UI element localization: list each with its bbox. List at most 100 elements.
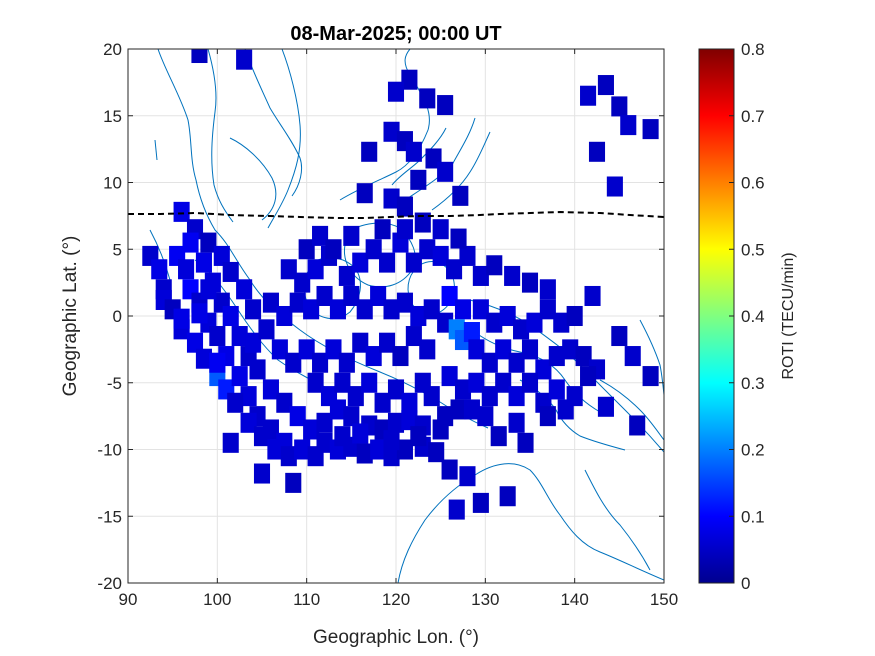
x-axis-ticks: 90 100 110 120 130 140 150 — [119, 49, 678, 609]
roti-cell — [334, 426, 351, 447]
roti-cell — [370, 285, 387, 306]
roti-cell — [419, 88, 436, 109]
roti-cell — [374, 392, 391, 413]
roti-cell — [213, 245, 230, 266]
y-tick-label: 0 — [113, 307, 122, 326]
roti-cell — [383, 188, 400, 209]
roti-cell — [307, 446, 324, 467]
roti-cell — [383, 121, 400, 142]
roti-cell — [361, 372, 378, 393]
roti-cell — [303, 419, 320, 440]
roti-cell — [262, 292, 279, 313]
roti-cell — [441, 285, 458, 306]
y-tick-label: -15 — [97, 507, 122, 526]
roti-cell — [365, 346, 382, 367]
roti-cell — [642, 366, 659, 387]
roti-cell — [298, 339, 315, 360]
roti-cell — [428, 442, 445, 463]
roti-cell — [307, 372, 324, 393]
roti-cell — [294, 439, 311, 460]
roti-cell — [347, 386, 364, 407]
roti-cell — [405, 252, 422, 273]
roti-cell — [446, 259, 463, 280]
roti-cell — [396, 219, 413, 240]
roti-cell — [410, 426, 427, 447]
roti-cell — [258, 319, 275, 340]
roti-cell — [463, 322, 480, 343]
roti-cell — [320, 386, 338, 407]
roti-cell — [396, 292, 413, 313]
roti-cell — [289, 406, 306, 427]
roti-cell — [437, 406, 454, 427]
roti-cell — [356, 299, 373, 320]
roti-cell — [499, 305, 516, 327]
roti-cell — [508, 352, 525, 373]
x-tick-label: 120 — [382, 590, 410, 609]
roti-cell — [222, 261, 239, 282]
roti-cell — [370, 439, 387, 460]
roti-cell — [477, 406, 494, 427]
roti-cell — [405, 141, 422, 162]
roti-cell — [508, 412, 525, 433]
roti-cell — [209, 352, 226, 373]
roti-cell — [343, 406, 360, 427]
y-tick-label: -10 — [97, 441, 122, 460]
x-tick-label: 130 — [471, 590, 499, 609]
roti-cell — [352, 423, 369, 444]
roti-cell — [629, 415, 646, 436]
roti-cell — [526, 312, 543, 333]
roti-cell — [303, 299, 320, 320]
roti-cell — [329, 299, 346, 320]
roti-cell — [441, 459, 458, 480]
y-tick-label: 15 — [103, 107, 122, 126]
y-axis-ticks: -20 -15 -10 -5 0 5 10 15 20 — [97, 40, 664, 593]
roti-cell — [642, 119, 659, 140]
roti-cell — [432, 245, 449, 266]
roti-cell — [454, 299, 472, 320]
roti-cell — [495, 339, 512, 360]
roti-cell — [178, 259, 195, 280]
roti-cell — [521, 272, 539, 293]
roti-cell — [459, 245, 476, 266]
roti-cell — [437, 161, 454, 182]
roti-cell — [267, 439, 284, 460]
roti-cell — [410, 169, 427, 190]
roti-cell — [280, 259, 297, 280]
roti-cell — [200, 232, 217, 253]
roti-cell — [521, 339, 539, 360]
colorbar-label: ROTI (TECU/min) — [780, 252, 797, 379]
roti-cell — [276, 392, 293, 413]
roti-cell — [539, 299, 556, 320]
roti-cell — [325, 239, 342, 260]
roti-cell — [450, 399, 467, 420]
roti-cell — [548, 379, 565, 400]
colorbar-tick-label: 0.2 — [741, 441, 765, 460]
roti-cell — [521, 372, 539, 393]
y-tick-label: -5 — [107, 374, 122, 393]
roti-cell — [580, 85, 597, 106]
colorbar-tick-label: 0.5 — [741, 240, 765, 259]
roti-cell — [414, 372, 431, 393]
roti-cell — [387, 379, 405, 400]
roti-cell — [285, 472, 302, 493]
roti-cell — [334, 372, 351, 393]
roti-cell — [481, 352, 498, 373]
roti-cell — [338, 352, 355, 373]
roti-cell — [379, 252, 396, 273]
roti-cell — [387, 412, 405, 433]
roti-cell — [316, 285, 333, 306]
roti-cell — [548, 346, 565, 367]
roti-cell — [401, 392, 418, 413]
colorbar-tick-label: 0.1 — [741, 507, 765, 526]
roti-cell — [253, 463, 271, 484]
roti-cell — [513, 319, 530, 340]
roti-cell — [352, 252, 369, 273]
roti-cell — [236, 49, 253, 70]
roti-cell — [405, 326, 422, 347]
roti-cell — [338, 265, 355, 286]
roti-cell — [452, 185, 469, 206]
roti-cell — [486, 255, 503, 276]
roti-cell — [490, 426, 507, 447]
roti-cell — [557, 399, 574, 420]
roti-cell — [499, 486, 516, 507]
